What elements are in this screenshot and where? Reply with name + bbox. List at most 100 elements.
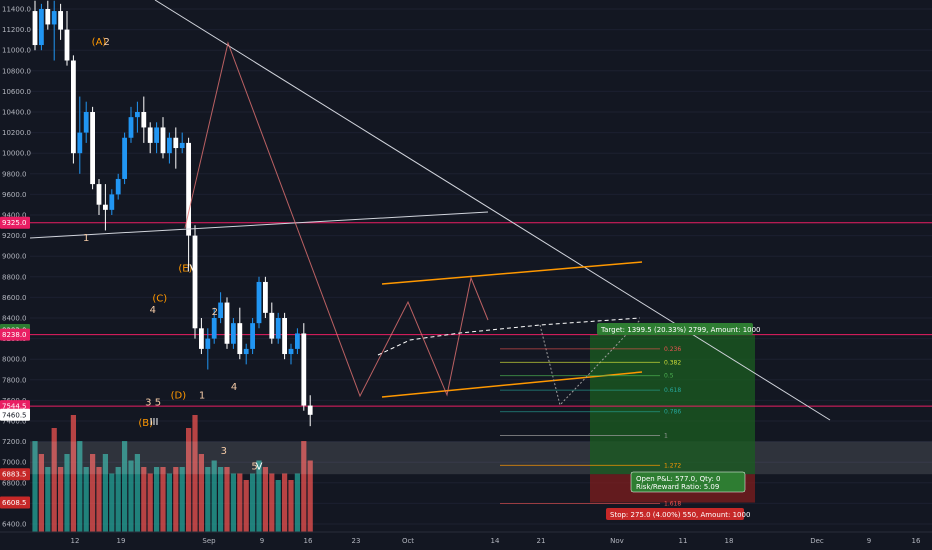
volume-bar — [166, 473, 172, 532]
channel-bottom[interactable] — [381, 371, 643, 398]
volume-bar — [294, 473, 300, 532]
stop-label: Stop: 275.0 (4.00%) 550, Amount: 1000 — [606, 508, 750, 520]
volume-bar — [109, 473, 115, 532]
y-tick-label: 9400.0 — [2, 212, 27, 220]
wave-label: 1 — [199, 390, 205, 401]
volume-bar — [179, 467, 185, 532]
support-trendline[interactable] — [29, 211, 489, 239]
x-tick-label: 21 — [537, 537, 546, 545]
candle-body — [199, 328, 204, 349]
x-tick-label: 11 — [679, 537, 688, 545]
wave-path[interactable] — [184, 41, 489, 398]
candle-body — [135, 112, 140, 118]
y-tick-label: 11200.0 — [2, 26, 31, 34]
candle-body — [231, 323, 236, 344]
target-zone — [590, 334, 755, 475]
wave-label: (C) — [152, 294, 167, 305]
volume-bar — [269, 473, 275, 532]
candle-body — [32, 11, 38, 46]
svg-text:Risk/Reward Ratio: 5.09: Risk/Reward Ratio: 5.09 — [636, 483, 719, 491]
volume-bar — [51, 428, 57, 532]
volume-bar — [307, 460, 313, 532]
volume-bar — [70, 415, 76, 532]
fib-label: 0.618 — [664, 387, 681, 394]
candle-body — [282, 318, 287, 355]
fib-label: 0.5 — [664, 373, 674, 380]
descending-trendline[interactable] — [154, 0, 831, 421]
volume-bar — [83, 467, 89, 532]
candle-body — [211, 318, 217, 339]
volume-bar — [192, 415, 198, 532]
volume-bar — [45, 467, 51, 532]
wave-label: 4 — [150, 305, 156, 316]
price-tag: 6883.5 — [0, 468, 30, 481]
y-axis[interactable]: 11400.0 11200.0 11000.0 10800.0 10600.0 10400… — [0, 0, 31, 550]
y-tick-label: 7000.0 — [2, 459, 27, 467]
volume-bar — [64, 454, 70, 532]
volume-bar — [275, 480, 281, 532]
svg-text:6883.5: 6883.5 — [2, 471, 27, 479]
x-tick-label: 12 — [71, 537, 80, 545]
dotted-projection[interactable] — [539, 319, 641, 407]
svg-text:7544.5: 7544.5 — [2, 403, 27, 411]
candle-body — [58, 11, 63, 30]
svg-text:Stop: 275.0 (4.00%) 550, Amoun: Stop: 275.0 (4.00%) 550, Amount: 1000 — [610, 511, 750, 519]
candle-body — [269, 312, 275, 339]
y-axis-panel — [0, 0, 30, 550]
volume-bar — [205, 467, 211, 532]
volume-bar — [218, 467, 224, 532]
volume-bar — [224, 467, 230, 532]
candle-body — [128, 117, 134, 138]
y-tick-label: 7400.0 — [2, 418, 27, 426]
volume-bar — [32, 441, 38, 532]
horizontal-lines[interactable] — [30, 222, 932, 407]
fib-label: 0.236 — [664, 346, 681, 353]
y-tick-label: 10600.0 — [2, 88, 31, 96]
x-tick-label: Dec — [810, 537, 824, 545]
y-tick-label: 10000.0 — [2, 150, 31, 158]
x-axis-panel — [0, 532, 932, 550]
dashed-projection[interactable] — [377, 317, 641, 356]
candle-body — [275, 318, 281, 339]
volume-bars — [32, 415, 313, 532]
svg-text:Target: 1399.5 (20.33%) 2799,: Target: 1399.5 (20.33%) 2799, Amount: 10… — [600, 326, 761, 334]
wave-label: (D) — [171, 390, 187, 401]
volume-bar — [230, 473, 236, 532]
candle-body — [51, 11, 57, 25]
wave-label: (E) — [178, 264, 192, 275]
volume-bar — [58, 467, 64, 532]
x-tick-label: 14 — [491, 537, 500, 545]
volume-bar — [288, 480, 294, 532]
candle-body — [115, 178, 121, 195]
volume-bar — [256, 460, 262, 532]
candle-body — [205, 338, 211, 349]
y-tick-label: 8400.0 — [2, 315, 27, 323]
candle-body — [167, 137, 172, 154]
candle-body — [147, 127, 153, 143]
volume-bar — [186, 428, 192, 532]
trade-labels: Target: 1399.5 (20.33%) 2799, Amount: 10… — [597, 323, 761, 520]
volume-bar — [38, 454, 44, 532]
x-tick-label: 18 — [725, 537, 734, 545]
drawings[interactable] — [29, 0, 831, 421]
x-tick-label: 9 — [260, 537, 264, 545]
channel-top[interactable] — [381, 261, 643, 285]
volume-bar — [282, 473, 288, 532]
price-tag: 9325.0 — [0, 216, 30, 229]
fib-label: 1.272 — [664, 462, 681, 469]
candle-body — [83, 112, 89, 133]
volume-bar — [77, 441, 83, 532]
price-tag: 6608.5 — [0, 496, 30, 509]
x-tick-label: 16 — [304, 537, 313, 545]
x-tick-label: Nov — [610, 537, 624, 545]
trade-zone — [30, 334, 932, 503]
volume-bar — [250, 473, 256, 532]
volume-bar — [128, 460, 134, 532]
wave-label: V — [256, 461, 263, 472]
target-label: Target: 1399.5 (20.33%) 2799, Amount: 10… — [597, 323, 761, 336]
x-axis[interactable]: 12 19 Sep 9 16 23 Oct 14 21 Nov 11 18 Dec 9 16 — [0, 531, 932, 550]
candle-body — [45, 9, 51, 25]
x-tick-label: 16 — [912, 537, 921, 545]
